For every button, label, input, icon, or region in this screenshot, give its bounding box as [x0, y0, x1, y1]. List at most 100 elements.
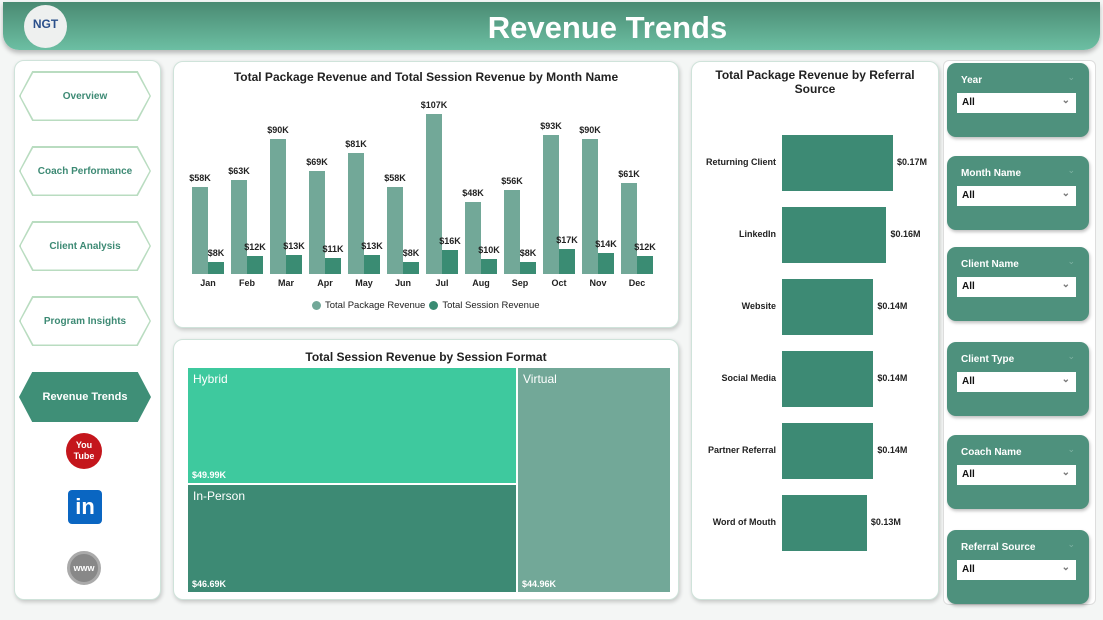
bar-referral[interactable]: [782, 207, 887, 263]
category-label: Word of Mouth: [712, 517, 776, 527]
slicer-coach-name: Coach Name ⌄ All ⌄: [947, 435, 1089, 509]
globe-icon[interactable]: www: [67, 551, 101, 585]
chevron-down-icon[interactable]: ⌄: [1067, 539, 1075, 549]
chevron-down-icon[interactable]: ⌄: [1067, 256, 1075, 266]
tile-value: $49.99K: [192, 470, 227, 480]
tile-value: $44.96K: [522, 579, 557, 589]
chevron-down-icon: ⌄: [1061, 562, 1070, 573]
slicer-dropdown[interactable]: All ⌄: [957, 372, 1076, 392]
dropdown-value: All: [962, 376, 975, 387]
bar-session-mar[interactable]: [286, 254, 302, 274]
linkedin-icon[interactable]: in: [68, 490, 102, 524]
data-label: $10K: [478, 245, 500, 256]
bar-session-jul[interactable]: [442, 250, 458, 274]
data-label: $81K: [345, 138, 367, 149]
bar-session-jun[interactable]: [403, 262, 419, 274]
data-label: $12K: [244, 242, 266, 253]
bar-session-may[interactable]: [364, 254, 380, 274]
slicer-title: Month Name: [961, 168, 1021, 179]
bar-package-oct[interactable]: [543, 134, 559, 274]
bar-referral[interactable]: [782, 423, 874, 479]
slicer-title: Client Type: [961, 354, 1015, 365]
dropdown-value: All: [962, 469, 975, 480]
slicer-dropdown[interactable]: All ⌄: [957, 277, 1076, 297]
nav-client-analysis[interactable]: Client Analysis: [19, 221, 151, 271]
chevron-down-icon[interactable]: ⌄: [1067, 351, 1075, 361]
slicer-dropdown[interactable]: All ⌄: [957, 186, 1076, 206]
chevron-down-icon[interactable]: ⌄: [1067, 444, 1075, 454]
bar-package-feb[interactable]: [231, 179, 247, 274]
bar-package-sep[interactable]: [504, 190, 520, 274]
chevron-down-icon: ⌄: [1061, 95, 1070, 106]
data-label: $13K: [283, 240, 305, 251]
slicer-dropdown[interactable]: All ⌄: [957, 465, 1076, 485]
nav-overview[interactable]: Overview: [19, 71, 151, 121]
bar-package-apr[interactable]: [309, 170, 325, 274]
header-banner: [3, 2, 1100, 50]
chevron-down-icon: ⌄: [1061, 374, 1070, 385]
bar-session-oct[interactable]: [559, 248, 575, 274]
bar-session-dec[interactable]: [637, 256, 653, 274]
bar-package-nov[interactable]: [582, 139, 598, 274]
slicer-dropdown[interactable]: All ⌄: [957, 93, 1076, 113]
data-label: $14K: [595, 239, 617, 250]
tile-label: Virtual: [523, 372, 557, 386]
slicer-client-name: Client Name ⌄ All ⌄: [947, 247, 1089, 321]
nav-coach-performance[interactable]: Coach Performance: [19, 146, 151, 196]
bar-package-jul[interactable]: [426, 114, 442, 274]
data-label: $69K: [306, 156, 328, 167]
treemap-tile-in-person[interactable]: In-Person $46.69K: [188, 485, 516, 592]
data-label: $0.16M: [890, 229, 921, 239]
nav-label: Coach Performance: [20, 147, 150, 195]
nav-label: Client Analysis: [20, 222, 150, 270]
data-label: $90K: [267, 125, 289, 136]
bar-referral[interactable]: [782, 351, 874, 407]
bar-package-aug[interactable]: [465, 202, 481, 274]
slicer-month-name: Month Name ⌄ All ⌄: [947, 156, 1089, 230]
bar-session-apr[interactable]: [325, 257, 341, 274]
x-tick-label: Apr: [317, 278, 333, 288]
bar-package-jun[interactable]: [387, 187, 403, 274]
chevron-down-icon: ⌄: [1061, 279, 1070, 290]
data-label: $0.17M: [897, 157, 928, 167]
treemap-tile-hybrid[interactable]: Hybrid $49.99K: [188, 368, 516, 483]
data-label: $12K: [634, 242, 656, 253]
x-tick-label: May: [355, 278, 373, 288]
bar-session-aug[interactable]: [481, 259, 497, 274]
data-label: $0.14M: [877, 373, 908, 383]
x-tick-label: Oct: [551, 278, 567, 288]
bar-package-jan[interactable]: [192, 187, 208, 274]
bar-package-dec[interactable]: [621, 182, 637, 274]
nav-label: Revenue Trends: [20, 373, 150, 421]
bar-package-may[interactable]: [348, 152, 364, 274]
nav-revenue-trends[interactable]: Revenue Trends: [19, 372, 151, 422]
bar-session-nov[interactable]: [598, 253, 614, 274]
slicer-dropdown[interactable]: All ⌄: [957, 560, 1076, 580]
chart-legend: Total Package Revenue Total Session Reve…: [312, 300, 540, 311]
chart-title: Total Package Revenue and Total Session …: [233, 70, 619, 84]
legend-label: Total Package Revenue: [325, 300, 426, 311]
data-label: $17K: [556, 234, 578, 245]
chevron-down-icon: ⌄: [1061, 188, 1070, 199]
data-label: $11K: [322, 243, 344, 254]
bar-session-feb[interactable]: [247, 256, 263, 274]
x-tick-label: Nov: [589, 278, 607, 288]
legend-label: Total Session Revenue: [442, 300, 540, 311]
x-tick-label: Jan: [200, 278, 216, 288]
nav-program-insights[interactable]: Program Insights: [19, 296, 151, 346]
bar-session-jan[interactable]: [208, 262, 224, 274]
bar-session-sep[interactable]: [520, 262, 536, 274]
youtube-icon[interactable]: You Tube: [66, 433, 102, 469]
x-tick-label: Jun: [394, 278, 411, 288]
bar-referral[interactable]: [782, 495, 867, 551]
page-title: Revenue Trends: [487, 10, 728, 45]
bar-package-mar[interactable]: [270, 139, 286, 274]
x-tick-label: Sep: [511, 278, 529, 288]
dropdown-value: All: [962, 97, 975, 108]
bar-referral[interactable]: [782, 135, 893, 191]
chevron-down-icon[interactable]: ⌄: [1067, 165, 1075, 175]
bar-referral[interactable]: [782, 279, 874, 335]
slicer-title: Year: [961, 75, 983, 86]
chevron-down-icon[interactable]: ⌄: [1067, 72, 1075, 82]
treemap-tile-virtual[interactable]: Virtual $44.96K: [518, 368, 670, 592]
